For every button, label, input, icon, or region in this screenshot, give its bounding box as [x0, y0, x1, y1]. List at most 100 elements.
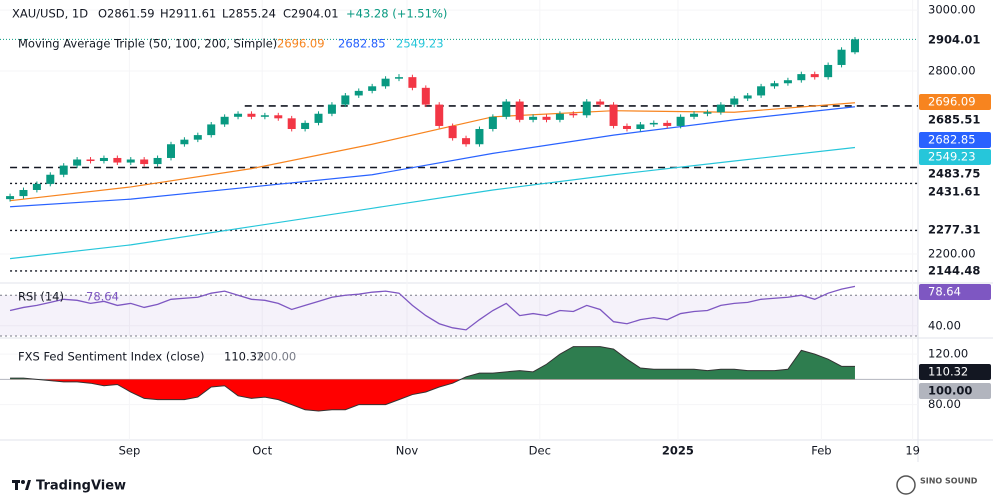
candle-body: [220, 116, 229, 125]
candle-body: [515, 101, 524, 120]
x-tick-label: Nov: [396, 444, 419, 458]
rsi-title: RSI (14): [18, 290, 64, 304]
candle-body: [622, 125, 631, 129]
sentiment-area-below: [10, 379, 855, 411]
sentiment-value: 110.32: [224, 350, 264, 364]
candle-body: [703, 112, 712, 114]
candle-body: [327, 104, 336, 114]
candle-body: [408, 77, 417, 88]
candle-body: [113, 157, 122, 163]
sentiment-axis-label: 110.32: [928, 365, 968, 379]
candle-body: [341, 95, 350, 105]
ma-value: 2682.85: [338, 37, 386, 51]
open-label: O2861.59: [98, 7, 155, 21]
candle-body: [180, 139, 189, 145]
rsi-value: 78.64: [86, 290, 119, 304]
candle-body: [287, 118, 296, 129]
level-label: 2144.48: [928, 264, 980, 278]
x-tick-label: 2025: [662, 444, 694, 458]
candle-body: [314, 113, 323, 123]
y-tick-label: 2200.00: [928, 247, 976, 261]
x-tick-label: Oct: [252, 444, 272, 458]
y-tick-label: 2800.00: [928, 64, 976, 78]
candle-body: [555, 113, 564, 120]
sentiment-area-above: [10, 346, 855, 380]
candle-body: [690, 113, 699, 117]
grid-layer: [0, 0, 993, 462]
last-price-label: 2904.01: [928, 33, 980, 47]
candle-body: [663, 122, 672, 126]
candle-body: [609, 104, 618, 126]
change-label: +43.28 (+1.51%): [346, 7, 447, 21]
candle-body: [260, 115, 269, 117]
level-label-box: [919, 166, 991, 182]
x-tick-label: Dec: [529, 444, 551, 458]
indicator-title: Moving Average Triple (50, 100, 200, Sim…: [18, 37, 277, 51]
candle-body: [730, 98, 739, 105]
candle-body: [394, 77, 403, 79]
candle-body: [99, 157, 108, 162]
watermark-icon: [896, 475, 916, 495]
candle-body: [582, 101, 591, 116]
last-price-label-box: [919, 32, 991, 48]
candle-body: [770, 83, 779, 87]
moving-average: [9, 146, 856, 260]
y-tick-label: 40.00: [928, 318, 961, 332]
sentiment-title: FXS Fed Sentiment Index (close): [18, 350, 204, 364]
level-label-box: [919, 263, 991, 279]
candle-body: [153, 157, 162, 165]
candle-body: [32, 183, 41, 190]
candle-body: [19, 189, 28, 197]
candle-body: [783, 80, 792, 84]
level-label: 2277.31: [928, 223, 980, 237]
candle-body: [837, 49, 846, 65]
candle-body: [247, 113, 256, 117]
candle-body: [140, 159, 149, 165]
level-label-box: [919, 112, 991, 128]
candle-body: [462, 138, 471, 145]
ma-axis-label: 2549.23: [928, 150, 976, 164]
candle-body: [301, 122, 310, 129]
ma-value: 2549.23: [396, 37, 444, 51]
sentiment-line: [10, 346, 855, 412]
candle-body: [824, 64, 833, 78]
candle-body: [274, 115, 283, 119]
level-label-box: [919, 222, 991, 238]
candle-body: [126, 159, 135, 163]
candle-body: [488, 116, 497, 129]
candle-body: [850, 39, 859, 53]
x-tick-label: Sep: [119, 444, 141, 458]
candle-body: [234, 113, 243, 117]
ma-axis-label-box: [919, 149, 991, 165]
candle-body: [381, 78, 390, 87]
close-label: C2904.01: [283, 7, 339, 21]
candle-body: [46, 174, 55, 184]
candle-body: [354, 90, 363, 96]
candle-body: [368, 86, 377, 91]
plot-layer: [6, 37, 859, 412]
candle-body: [448, 125, 457, 139]
candle-body: [716, 104, 725, 113]
candle-body: [810, 74, 819, 78]
x-tick-label: 19: [905, 444, 920, 458]
candle-body: [636, 124, 645, 129]
candle-body: [743, 95, 752, 99]
level-label: 2685.51: [928, 113, 980, 127]
candle-body: [529, 116, 538, 120]
brand: TradingView: [36, 479, 126, 494]
ma-axis-label-box: [919, 94, 991, 110]
y-tick-label: 120.00: [928, 347, 968, 361]
symbol: XAU/USD, 1D: [12, 7, 88, 21]
candle-body: [193, 135, 202, 140]
candle-body: [207, 124, 216, 136]
ma-axis-label-box: [919, 132, 991, 148]
candle-body: [166, 144, 175, 158]
candle-body: [757, 86, 766, 96]
candle-body: [475, 128, 484, 145]
y-tick-label: 3000.00: [928, 3, 976, 17]
rsi-axis-label: 78.64: [928, 285, 961, 299]
rsi-band: [0, 295, 918, 336]
ma-axis-label: 2682.85: [928, 133, 976, 147]
y-tick-label: 80.00: [928, 397, 961, 411]
